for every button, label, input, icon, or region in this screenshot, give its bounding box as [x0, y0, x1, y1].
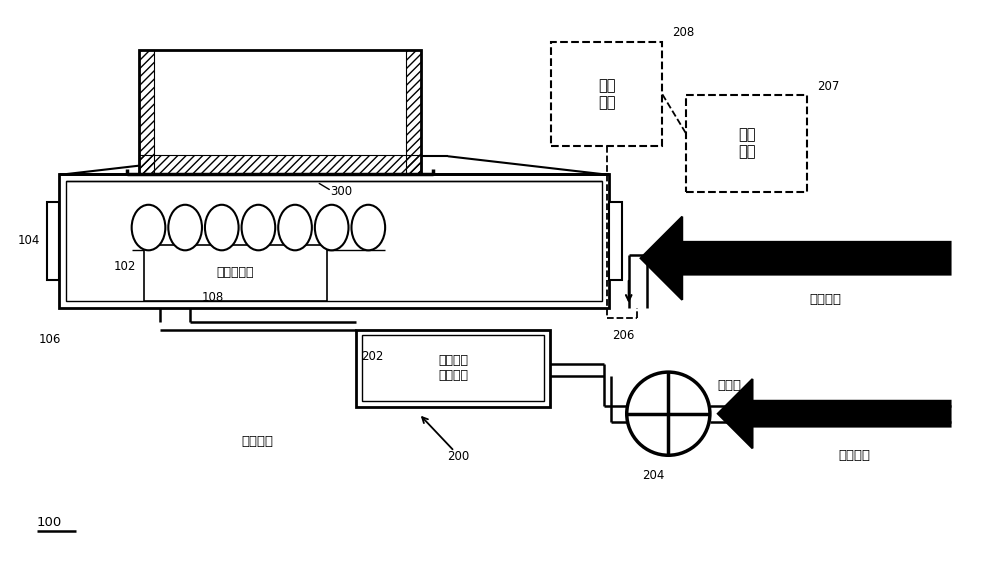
Text: 208: 208: [672, 26, 695, 39]
Ellipse shape: [351, 205, 385, 251]
Text: 104: 104: [18, 234, 40, 247]
Bar: [686, 95, 807, 192]
Circle shape: [627, 372, 710, 455]
Bar: [139, 50, 421, 174]
Ellipse shape: [168, 205, 202, 251]
Text: 204: 204: [642, 468, 665, 481]
Bar: [406, 50, 421, 174]
Ellipse shape: [242, 205, 275, 251]
Text: 燃气流量: 燃气流量: [838, 449, 870, 462]
Text: 108: 108: [202, 291, 224, 305]
Bar: [144, 245, 327, 301]
Ellipse shape: [132, 205, 165, 251]
Polygon shape: [718, 379, 951, 448]
Text: 燃气流量: 燃气流量: [838, 407, 870, 420]
Ellipse shape: [205, 205, 239, 251]
Bar: [609, 202, 622, 280]
Ellipse shape: [315, 205, 349, 251]
Bar: [47, 202, 59, 280]
Bar: [362, 336, 544, 401]
Text: 207: 207: [817, 81, 839, 93]
Text: 电力输入: 电力输入: [809, 293, 841, 306]
Text: 200: 200: [447, 450, 470, 463]
Bar: [139, 50, 154, 174]
Text: 102: 102: [113, 260, 136, 272]
Text: 100: 100: [37, 516, 62, 529]
Text: 202: 202: [361, 350, 384, 363]
Text: 300: 300: [330, 185, 352, 198]
Text: 电力: 电力: [817, 252, 833, 265]
Text: 燃气供应
切断单元: 燃气供应 切断单元: [438, 354, 468, 382]
Polygon shape: [641, 217, 951, 300]
Bar: [59, 174, 609, 308]
Bar: [66, 181, 602, 301]
Text: 警报
单元: 警报 单元: [598, 78, 616, 110]
Text: 电磁阀: 电磁阀: [718, 379, 742, 392]
Bar: [139, 155, 421, 174]
Bar: [356, 329, 550, 406]
Bar: [551, 42, 662, 146]
Text: 燃气燃烧器: 燃气燃烧器: [216, 266, 254, 279]
Text: 206: 206: [613, 329, 635, 342]
Ellipse shape: [278, 205, 312, 251]
Text: 燃气管线: 燃气管线: [241, 435, 273, 448]
Text: 复位
单元: 复位 单元: [738, 127, 755, 159]
Text: 106: 106: [38, 333, 61, 346]
